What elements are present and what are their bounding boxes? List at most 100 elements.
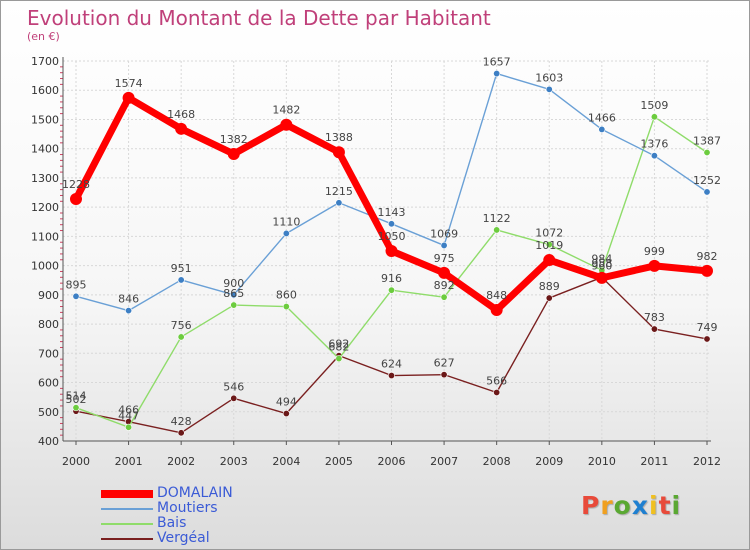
- data-point-domalain: [543, 254, 556, 267]
- x-tick-label: 2007: [430, 455, 458, 468]
- data-label-domalain: 1388: [325, 131, 353, 144]
- data-point-moutiers: [387, 220, 395, 228]
- data-label-moutiers: 1657: [483, 56, 511, 69]
- proxiti-logo: Proxiti: [581, 491, 681, 520]
- data-point-vergeal: [387, 372, 395, 380]
- legend-swatch: [101, 523, 153, 525]
- data-point-moutiers: [282, 229, 290, 237]
- data-label-vergeal: 566: [486, 374, 507, 387]
- legend-label: DOMALAIN: [157, 485, 233, 501]
- data-label-bais: 1509: [640, 99, 668, 112]
- data-point-vergeal: [650, 325, 658, 333]
- data-point-bais: [440, 293, 448, 301]
- legend-label: Moutiers: [157, 500, 218, 516]
- x-tick-label: 2011: [640, 455, 668, 468]
- data-label-bais: 1072: [535, 227, 563, 240]
- data-label-bais: 865: [223, 287, 244, 300]
- data-label-bais: 860: [276, 289, 297, 302]
- data-point-vergeal: [545, 294, 553, 302]
- data-point-vergeal: [703, 335, 711, 343]
- data-label-moutiers: 846: [118, 293, 139, 306]
- axes: 400 500 600 700 800 900 1000 1100 1200 1300 1400 15…: [31, 55, 721, 468]
- data-point-domalain: [122, 91, 135, 104]
- data-point-domalain: [438, 266, 451, 279]
- data-point-bais: [335, 355, 343, 363]
- x-tick-label: 2005: [325, 455, 353, 468]
- data-label-vergeal: 494: [276, 396, 297, 409]
- logo-letter: o: [613, 491, 632, 520]
- data-label-moutiers: 1376: [640, 138, 668, 151]
- data-label-bais: 682: [328, 341, 349, 354]
- y-tick-label: 1700: [31, 55, 59, 68]
- data-label-domalain: 848: [486, 289, 507, 302]
- data-label-vergeal: 889: [539, 280, 560, 293]
- data-label-vergeal: 502: [66, 393, 87, 406]
- y-tick-label: 1100: [31, 230, 59, 243]
- data-point-domalain: [227, 147, 240, 160]
- data-point-bais: [72, 404, 80, 412]
- data-point-vergeal: [177, 429, 185, 437]
- data-point-bais: [493, 226, 501, 234]
- data-label-bais: 892: [434, 279, 455, 292]
- data-label-moutiers: 1143: [378, 206, 406, 219]
- x-tick-label: 2004: [272, 455, 300, 468]
- data-point-bais: [230, 301, 238, 309]
- data-label-bais: 514: [66, 390, 87, 403]
- data-label-domalain: 975: [434, 252, 455, 265]
- data-point-bais: [177, 333, 185, 341]
- logo-letter: i: [649, 491, 659, 520]
- chart-title: Evolution du Montant de la Dette par Hab…: [27, 6, 491, 30]
- data-label-bais: 447: [118, 409, 139, 422]
- data-point-moutiers: [493, 70, 501, 78]
- data-point-domalain: [648, 259, 661, 272]
- data-label-domalain: 1482: [272, 104, 300, 117]
- y-tick-label: 900: [38, 289, 59, 302]
- data-point-moutiers: [177, 276, 185, 284]
- data-point-moutiers: [650, 152, 658, 160]
- data-label-domalain: 982: [697, 250, 718, 263]
- data-labels: 502 466 428 546 494 692 624 627 566 889 960 783 749 5…: [62, 56, 721, 428]
- logo-letter: r: [600, 491, 614, 520]
- x-tick-label: 2006: [378, 455, 406, 468]
- x-tick-label: 2008: [483, 455, 511, 468]
- logo-letter: i: [671, 491, 682, 520]
- data-point-domalain: [70, 192, 82, 205]
- data-point-moutiers: [440, 241, 448, 249]
- data-point-bais: [387, 286, 395, 294]
- legend-label: Vergéal: [157, 530, 210, 546]
- data-label-vergeal: 960: [591, 259, 612, 272]
- data-point-bais: [282, 303, 290, 311]
- data-point-moutiers: [598, 125, 606, 133]
- data-point-moutiers: [230, 291, 238, 299]
- data-label-domalain: 1050: [378, 230, 406, 243]
- x-tick-label: 2009: [535, 455, 563, 468]
- data-label-bais: 916: [381, 272, 402, 285]
- data-point-bais: [703, 148, 711, 156]
- x-tick-label: 2012: [693, 455, 721, 468]
- x-tick-label: 2000: [62, 455, 90, 468]
- chart-unit: (en €): [27, 30, 60, 43]
- x-tick-label: 2003: [220, 455, 248, 468]
- data-label-domalain: 958: [591, 257, 612, 270]
- data-label-bais: 984: [591, 252, 612, 265]
- x-tick-label: 2010: [588, 455, 616, 468]
- y-tick-label: 1500: [31, 113, 59, 126]
- y-tick-label: 500: [38, 406, 59, 419]
- y-tick-label: 400: [38, 435, 59, 448]
- data-label-vergeal: 692: [328, 338, 349, 351]
- data-label-moutiers: 951: [171, 262, 192, 275]
- data-point-domalain: [490, 304, 503, 317]
- data-label-bais: 1387: [693, 134, 721, 147]
- y-tick-label: 1000: [31, 260, 59, 273]
- data-point-bais: [650, 113, 658, 121]
- legend-swatch: [101, 508, 153, 510]
- data-label-vergeal: 466: [118, 404, 139, 417]
- data-point-vergeal: [440, 371, 448, 379]
- logo-letter: t: [658, 491, 672, 520]
- y-tick-label: 1600: [31, 84, 59, 97]
- data-label-moutiers: 1215: [325, 185, 353, 198]
- data-label-moutiers: 1466: [588, 111, 616, 124]
- y-tick-label: 600: [38, 377, 59, 390]
- legend-label: Bais: [157, 515, 187, 531]
